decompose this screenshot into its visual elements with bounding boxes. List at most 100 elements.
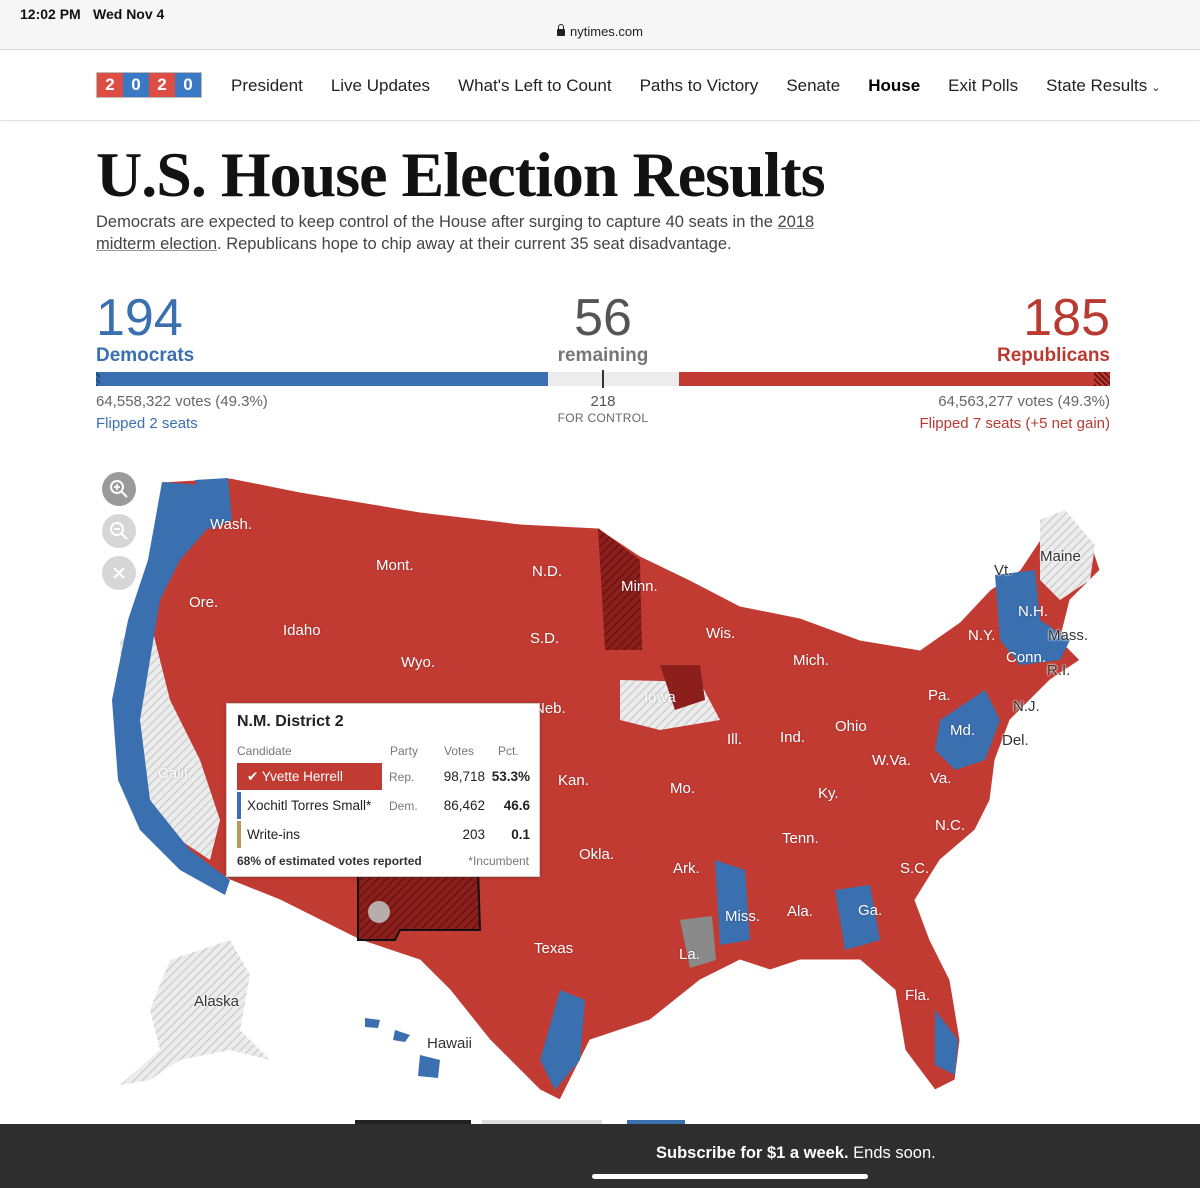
state-label: Hawaii bbox=[427, 1035, 473, 1052]
address-bar[interactable]: nytimes.com bbox=[0, 24, 1200, 39]
logo-digit: 0 bbox=[123, 73, 149, 97]
votes-reported: 68% of estimated votes reported bbox=[237, 854, 422, 868]
nav-state-results-label: State Results bbox=[1046, 76, 1148, 95]
state-label: Okla. bbox=[579, 846, 615, 863]
url-text: nytimes.com bbox=[570, 24, 643, 39]
candidate-party: Rep. bbox=[389, 770, 415, 784]
zoom-out-button[interactable] bbox=[102, 514, 136, 548]
state-label: S.C. bbox=[900, 860, 930, 877]
uncalled-louisiana bbox=[680, 916, 716, 968]
candidate-row: ✔ Yvette Herrell Rep. 98,718 53.3% bbox=[237, 763, 531, 790]
state-label: Pa. bbox=[928, 687, 951, 704]
party-stripe bbox=[237, 821, 241, 848]
state-label: Ky. bbox=[818, 785, 839, 802]
state-label: Ala. bbox=[787, 903, 813, 920]
state-label: Calif. bbox=[158, 765, 193, 782]
rep-seat-bar bbox=[678, 372, 1110, 386]
rep-vote-total: 64,563,277 votes (49.3%) bbox=[938, 393, 1110, 410]
state-label: Ore. bbox=[189, 594, 219, 611]
dem-flipped-segment bbox=[96, 372, 100, 386]
zoom-in-icon bbox=[110, 480, 128, 498]
dem-texas-border bbox=[540, 990, 585, 1090]
dem-mid-atlantic bbox=[935, 690, 1000, 770]
nav-whats-left[interactable]: What's Left to Count bbox=[458, 76, 612, 95]
state-label: Miss. bbox=[725, 908, 760, 925]
state-label: Wyo. bbox=[401, 654, 436, 671]
col-header-party: Party bbox=[390, 744, 419, 758]
candidate-row: Write-ins 203 0.1 bbox=[237, 821, 531, 848]
state-label: Md. bbox=[950, 722, 976, 739]
district-map[interactable] bbox=[96, 460, 1120, 1120]
nav-president[interactable]: President bbox=[231, 76, 303, 95]
state-label: Mich. bbox=[793, 652, 829, 669]
state-label: Idaho bbox=[283, 622, 321, 639]
chevron-down-icon: ⌄ bbox=[1151, 82, 1161, 94]
dem-new-england bbox=[995, 570, 1070, 665]
dem-south-florida bbox=[935, 1010, 958, 1075]
state-label: Neb. bbox=[534, 700, 566, 717]
nav-live-updates[interactable]: Live Updates bbox=[330, 76, 431, 95]
nav-senate[interactable]: Senate bbox=[786, 76, 841, 95]
state-label: La. bbox=[679, 946, 700, 963]
results-tab-peek[interactable] bbox=[482, 1120, 602, 1124]
top-nav: 2 0 2 0 President Live Updates What's Le… bbox=[0, 51, 1200, 121]
state-label: Kan. bbox=[558, 772, 589, 789]
state-label: N.C. bbox=[935, 817, 965, 834]
nav-exit-polls[interactable]: Exit Polls bbox=[948, 76, 1019, 95]
state-label: Ind. bbox=[780, 729, 806, 746]
state-label: Ill. bbox=[727, 731, 742, 748]
alaska-shape bbox=[120, 940, 270, 1085]
dem-flipped-seats: Flipped 2 seats bbox=[96, 415, 198, 432]
candidate-name: ✔ Yvette Herrell bbox=[237, 763, 382, 790]
state-label: N.J. bbox=[1013, 698, 1040, 715]
page-summary: Democrats are expected to keep control o… bbox=[96, 211, 856, 255]
election-2020-logo[interactable]: 2 0 2 0 bbox=[96, 72, 202, 98]
nav-house[interactable]: House bbox=[868, 76, 921, 95]
candidate-pct: 0.1 bbox=[511, 827, 530, 842]
candidate-votes: 98,718 bbox=[443, 769, 485, 784]
summary-text: . Republicans hope to chip away at their… bbox=[217, 235, 732, 253]
state-label: Fla. bbox=[905, 987, 931, 1004]
status-bar: 12:02 PM Wed Nov 4 nytimes.com bbox=[0, 0, 1200, 50]
state-label: Wash. bbox=[210, 516, 252, 533]
reset-map-button[interactable] bbox=[102, 556, 136, 590]
state-label: Maine bbox=[1040, 548, 1081, 565]
rep-label: Republicans bbox=[997, 345, 1110, 366]
results-tab-peek[interactable] bbox=[355, 1120, 471, 1124]
hawaii-shape bbox=[365, 1018, 440, 1078]
flipped-iowa bbox=[660, 665, 705, 710]
subscribe-rest: Ends soon. bbox=[848, 1144, 936, 1162]
state-label: Ark. bbox=[673, 860, 700, 877]
logo-digit: 0 bbox=[175, 73, 201, 97]
dem-label: Democrats bbox=[96, 345, 195, 366]
candidate-party: Dem. bbox=[389, 799, 418, 813]
nav-paths-to-victory[interactable]: Paths to Victory bbox=[639, 76, 759, 95]
status-time: 12:02 PM bbox=[20, 6, 81, 22]
nav-state-results[interactable]: State Results ⌄ bbox=[1046, 76, 1160, 96]
candidate-pct: 46.6 bbox=[503, 798, 530, 813]
zoom-in-button[interactable] bbox=[102, 472, 136, 506]
candidate-row: Xochitl Torres Small* Dem. 86,462 46.6 bbox=[237, 792, 531, 819]
candidate-votes: 203 bbox=[462, 827, 485, 842]
state-label: Ga. bbox=[858, 902, 883, 919]
dem-west-coast bbox=[112, 482, 230, 895]
remaining-seat-count: 56 bbox=[574, 289, 632, 347]
uncalled-northeast bbox=[1040, 510, 1095, 600]
subscribe-offer: Subscribe for $1 a week. bbox=[656, 1144, 849, 1162]
state-label: Mass. bbox=[1048, 627, 1089, 644]
summary-text: Democrats are expected to keep control o… bbox=[96, 213, 778, 231]
lock-icon bbox=[557, 24, 566, 36]
logo-digit: 2 bbox=[97, 73, 123, 97]
col-header-pct: Pct. bbox=[498, 744, 519, 758]
district-tooltip: N.M. District 2 Candidate Party Votes Pc… bbox=[226, 703, 540, 877]
party-stripe bbox=[237, 792, 241, 819]
dem-mississippi bbox=[715, 860, 750, 945]
control-label: FOR CONTROL bbox=[557, 411, 649, 425]
results-tab-peek[interactable] bbox=[627, 1120, 685, 1124]
state-label: N.Y. bbox=[968, 627, 996, 644]
candidate-name: Write-ins bbox=[247, 827, 301, 842]
home-indicator[interactable] bbox=[592, 1174, 868, 1179]
midterm-link[interactable]: 2018 midterm election bbox=[96, 213, 815, 253]
state-label: Tenn. bbox=[782, 830, 819, 847]
state-label: Alaska bbox=[194, 993, 240, 1010]
